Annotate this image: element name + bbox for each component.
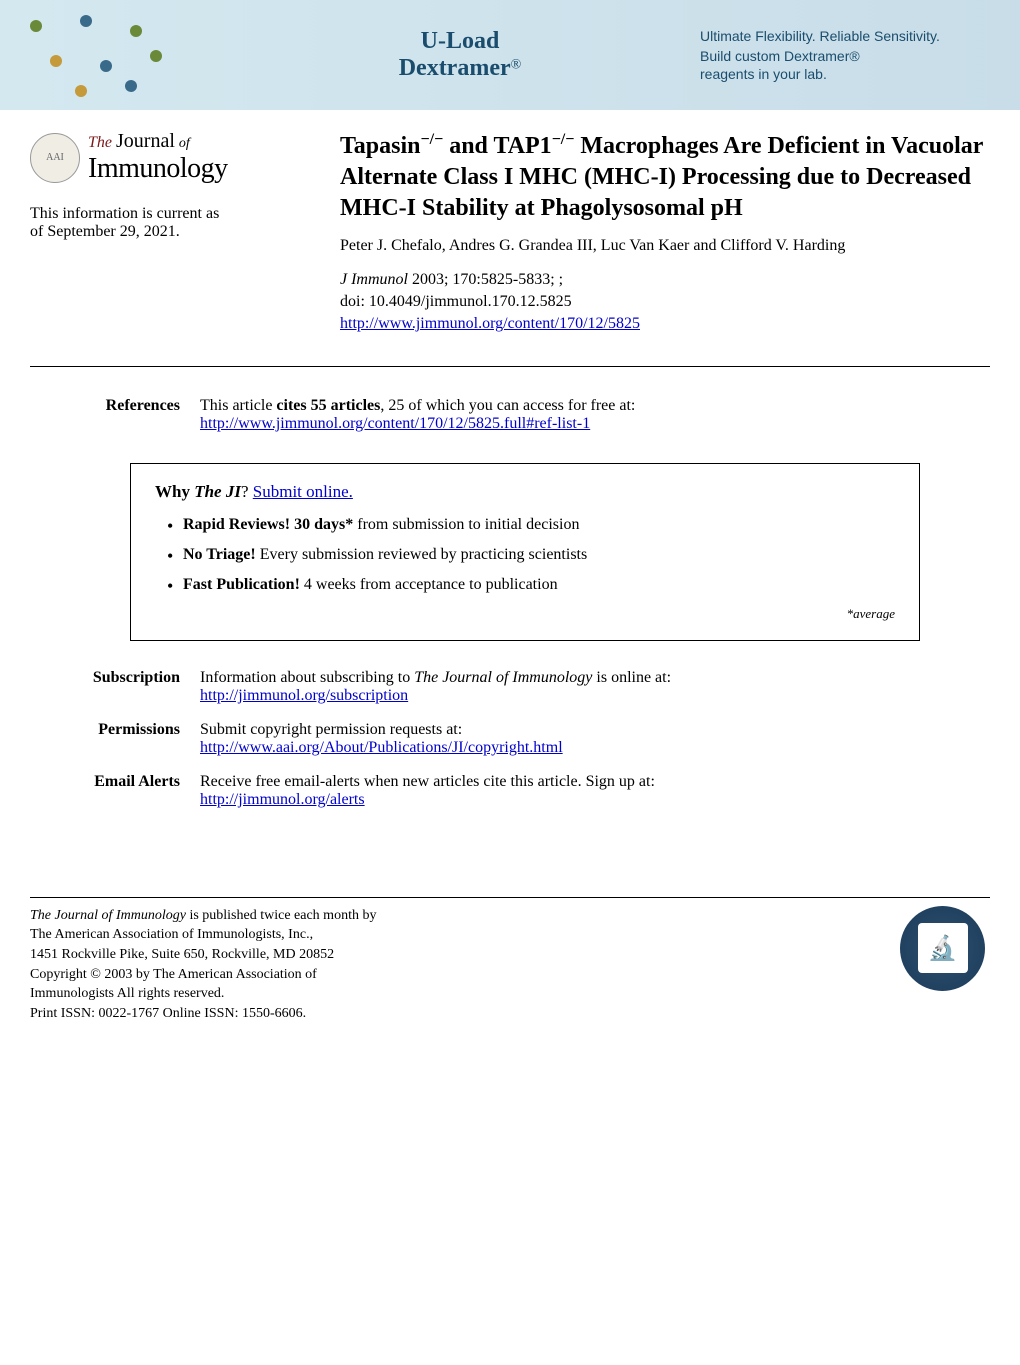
journal-name: The Journal of Immunology: [88, 130, 228, 185]
article-citation: J Immunol 2003; 170:5825-5833; ; doi: 10…: [340, 269, 990, 336]
email-alerts-row: Email Alerts Receive free email-alerts w…: [0, 765, 1020, 817]
banner-tagline: Ultimate Flexibility. Reliable Sensitivi…: [700, 28, 1000, 44]
permissions-content: Submit copyright permission requests at:…: [200, 721, 990, 757]
references-label: References: [30, 397, 180, 433]
banner-product-name: U-Load Dextramer®: [220, 28, 700, 82]
aai-logo-icon: AAI: [30, 133, 80, 183]
citation-vol: 2003; 170:5825-5833; ;: [408, 271, 563, 288]
banner-reagents-text: reagents in your lab.: [700, 66, 1000, 82]
why-ji-title: Why The JI? Submit online.: [155, 482, 895, 502]
article-title: Tapasin−/− and TAP1−/− Macrophages Are D…: [340, 130, 990, 225]
molecule-dot: [130, 25, 142, 37]
journal-name-line1: The Journal of: [88, 130, 228, 153]
journal-name-line2: Immunology: [88, 153, 228, 185]
current-info-line1: This information is current as: [30, 205, 310, 223]
citation-doi: doi: 10.4049/jimmunol.170.12.5825: [340, 293, 572, 310]
references-url-link[interactable]: http://www.jimmunol.org/content/170/12/5…: [200, 415, 590, 432]
article-url-link[interactable]: http://www.jimmunol.org/content/170/12/5…: [340, 315, 640, 332]
aai-seal-icon: 🔬: [900, 906, 985, 991]
citation-journal: J Immunol: [340, 271, 408, 288]
references-content: This article cites 55 articles, 25 of wh…: [200, 397, 990, 433]
molecule-dot: [30, 20, 42, 32]
submit-online-link[interactable]: Submit online.: [253, 482, 353, 501]
footer-divider: [30, 897, 990, 898]
why-ji-box: Why The JI? Submit online. Rapid Reviews…: [130, 463, 920, 641]
subscription-url-link[interactable]: http://jimmunol.org/subscription: [200, 687, 408, 704]
article-header: Tapasin−/− and TAP1−/− Macrophages Are D…: [340, 130, 990, 336]
why-ji-item: Fast Publication! 4 weeks from acceptanc…: [167, 576, 895, 594]
banner-decoration: [20, 0, 220, 110]
why-ji-item: Rapid Reviews! 30 days* from submission …: [167, 516, 895, 534]
footer-text: The Journal of Immunology is published t…: [30, 906, 880, 1024]
divider: [30, 366, 990, 367]
why-ji-item: No Triage! Every submission reviewed by …: [167, 546, 895, 564]
subscription-row: Subscription Information about subscribi…: [0, 661, 1020, 713]
email-alerts-label: Email Alerts: [30, 773, 180, 809]
banner-dextramer-text: Dextramer®: [220, 55, 700, 82]
banner-uload-text: U-Load: [220, 28, 700, 55]
molecule-dot: [125, 80, 137, 92]
molecule-dot: [75, 85, 87, 97]
banner-build-text: Build custom Dextramer®: [700, 48, 1000, 64]
subscription-content: Information about subscribing to The Jou…: [200, 669, 990, 705]
permissions-url-link[interactable]: http://www.aai.org/About/Publications/JI…: [200, 739, 563, 756]
permissions-row: Permissions Submit copyright permission …: [0, 713, 1020, 765]
banner-tagline-block: Ultimate Flexibility. Reliable Sensitivi…: [700, 28, 1000, 82]
molecule-dot: [50, 55, 62, 67]
header-row: AAI The Journal of Immunology This infor…: [0, 110, 1020, 346]
why-ji-average-note: *average: [155, 606, 895, 622]
why-ji-list: Rapid Reviews! 30 days* from submission …: [155, 516, 895, 594]
email-alerts-content: Receive free email-alerts when new artic…: [200, 773, 990, 809]
journal-logo-block: AAI The Journal of Immunology This infor…: [30, 130, 310, 336]
footer-logo: 🔬: [900, 906, 990, 991]
subscription-label: Subscription: [30, 669, 180, 705]
journal-logo-box: AAI The Journal of Immunology: [30, 130, 310, 185]
footer-row: The Journal of Immunology is published t…: [0, 906, 1020, 1044]
molecule-dot: [150, 50, 162, 62]
article-authors: Peter J. Chefalo, Andres G. Grandea III,…: [340, 237, 990, 255]
molecule-dot: [100, 60, 112, 72]
permissions-label: Permissions: [30, 721, 180, 757]
logo-text: AAI: [46, 152, 64, 163]
current-info: This information is current as of Septem…: [30, 205, 310, 241]
email-alerts-url-link[interactable]: http://jimmunol.org/alerts: [200, 791, 365, 808]
aai-seal-inner: 🔬: [918, 923, 968, 973]
ad-banner[interactable]: U-Load Dextramer® Ultimate Flexibility. …: [0, 0, 1020, 110]
page-container: U-Load Dextramer® Ultimate Flexibility. …: [0, 0, 1020, 1043]
molecule-dot: [80, 15, 92, 27]
references-row: References This article cites 55 article…: [0, 387, 1020, 443]
references-cites: cites 55 articles: [276, 397, 380, 414]
current-info-line2: of September 29, 2021.: [30, 223, 310, 241]
